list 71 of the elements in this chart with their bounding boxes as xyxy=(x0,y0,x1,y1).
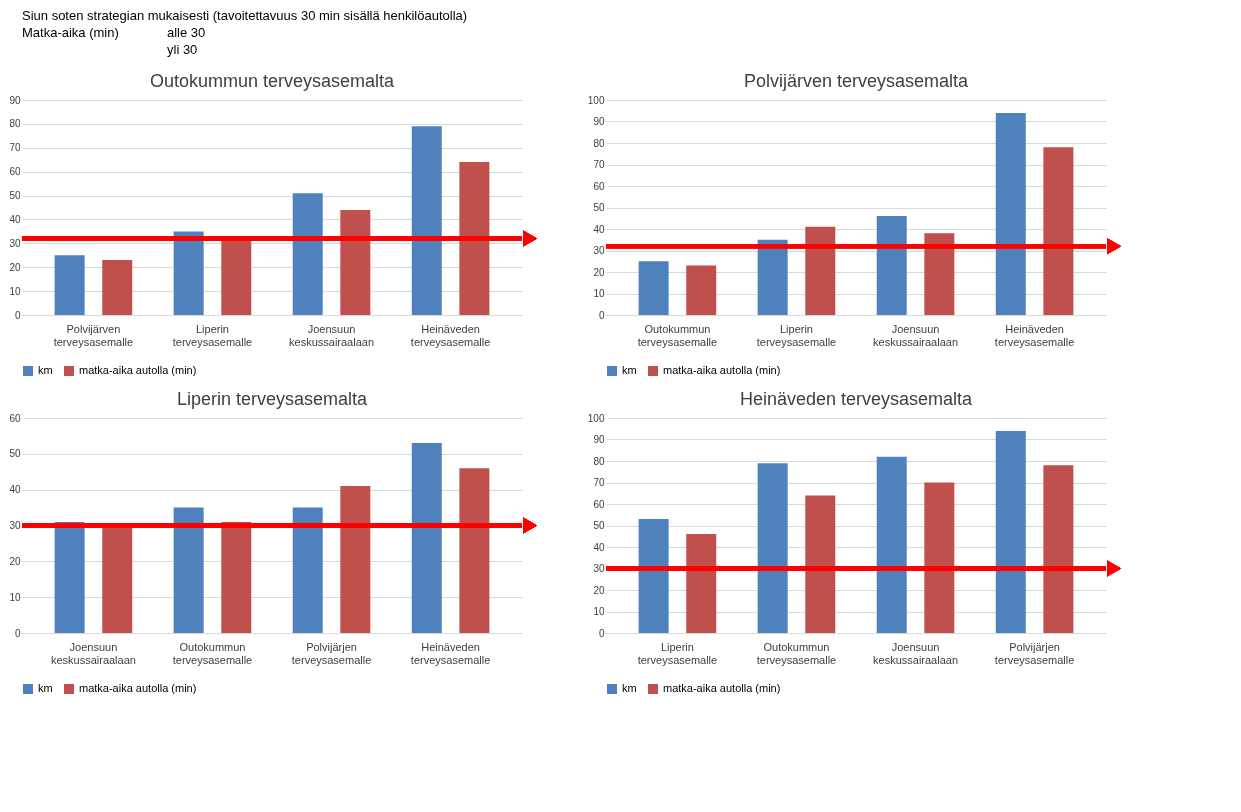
y-tick-label: 0 xyxy=(14,627,21,639)
y-tick-label: 10 xyxy=(593,288,605,299)
y-tick-label: 60 xyxy=(9,166,21,178)
y-tick-label: 20 xyxy=(9,261,21,273)
chart-title: Heinäveden terveysasemalta xyxy=(739,389,974,409)
text: alle 30 xyxy=(167,25,206,40)
y-tick-label: 30 xyxy=(9,520,21,531)
y-tick-label: 0 xyxy=(598,309,605,321)
legend-label: km xyxy=(38,364,53,376)
y-tick-label: 70 xyxy=(593,477,605,488)
y-tick-label: 50 xyxy=(593,520,605,531)
y-tick-label: 50 xyxy=(593,202,605,213)
y-tick-label: 20 xyxy=(593,266,605,278)
y-tick-label: 80 xyxy=(593,137,605,149)
x-tick-label: Joensuun keskussairaalaan xyxy=(50,640,136,666)
legend-label: km xyxy=(38,682,53,694)
y-tick-label: 70 xyxy=(593,159,605,170)
y-tick-label: 10 xyxy=(9,285,21,297)
x-tick-label: Heinäveden terveysasemalle xyxy=(994,322,1075,348)
x-tick-label: Outokummun terveysasemalle xyxy=(637,322,718,348)
y-tick-label: 60 xyxy=(593,498,605,510)
chart-title: Outokummun terveysasemalta xyxy=(149,71,396,91)
y-tick-label: 80 xyxy=(593,455,605,467)
y-tick-label: 90 xyxy=(593,116,605,127)
chart-title: Polvijärven terveysasemalta xyxy=(743,71,970,91)
x-tick-label: Joensuun keskussairaalaan xyxy=(873,640,959,666)
y-tick-label: 0 xyxy=(14,309,21,321)
x-tick-label: Liperin terveysasemalle xyxy=(172,322,253,348)
x-tick-label: Joensuun keskussairaalaan xyxy=(289,322,375,348)
y-tick-label: 20 xyxy=(593,584,605,596)
text: Siun soten strategian mukaisesti (tavoitettavuus 30 min sisällä henkilöautolla) xyxy=(22,8,468,24)
y-tick-label: 70 xyxy=(9,142,21,154)
y-tick-label: 50 xyxy=(9,190,21,202)
y-tick-label: 90 xyxy=(593,434,605,445)
y-tick-label: 0 xyxy=(598,627,605,639)
y-tick-label: 60 xyxy=(593,180,605,192)
y-tick-label: 100 xyxy=(587,94,605,106)
y-tick-label: 10 xyxy=(593,606,605,617)
x-tick-label: Joensuun keskussairaalaan xyxy=(873,322,959,348)
legend-label: matka-aika autolla (min) xyxy=(79,364,197,376)
x-tick-label: Polvijärven terveysasemalle xyxy=(53,322,134,348)
text: Matka-aika (min) xyxy=(22,25,119,40)
y-tick-label: 40 xyxy=(593,223,605,235)
legend-label: matka-aika autolla (min) xyxy=(79,682,197,694)
x-tick-label: Outokummun terveysasemalle xyxy=(172,640,253,666)
y-tick-label: 50 xyxy=(9,448,21,460)
text: yli 30 xyxy=(167,41,198,57)
y-tick-label: 60 xyxy=(9,412,21,424)
x-tick-label: Liperin terveysasemalle xyxy=(756,322,837,348)
y-tick-label: 40 xyxy=(9,213,21,225)
x-tick-label: Outokummun terveysasemalle xyxy=(756,640,837,666)
y-tick-label: 80 xyxy=(9,118,21,130)
y-tick-label: 30 xyxy=(9,237,21,249)
y-tick-label: 90 xyxy=(9,94,21,106)
y-tick-label: 20 xyxy=(9,555,21,567)
y-tick-label: 30 xyxy=(593,245,605,256)
y-tick-label: 10 xyxy=(9,591,21,603)
x-tick-label: Heinäveden terveysasemalle xyxy=(410,322,491,348)
chart-title: Liperin terveysasemalta xyxy=(176,389,369,409)
y-tick-label: 100 xyxy=(587,412,605,424)
legend-label: km xyxy=(622,364,637,376)
x-tick-label: Polvijärjen terveysasemalle xyxy=(291,640,372,666)
y-tick-label: 40 xyxy=(593,541,605,553)
y-tick-label: 30 xyxy=(593,563,605,574)
y-tick-label: 40 xyxy=(9,484,21,496)
x-tick-label: Polvijärjen terveysasemalle xyxy=(994,640,1075,666)
x-tick-label: Heinäveden terveysasemalle xyxy=(410,640,491,666)
x-tick-label: Liperin terveysasemalle xyxy=(637,640,718,666)
legend-label: matka-aika autolla (min) xyxy=(663,682,781,694)
legend-label: matka-aika autolla (min) xyxy=(663,364,781,376)
legend-label: km xyxy=(622,682,637,694)
